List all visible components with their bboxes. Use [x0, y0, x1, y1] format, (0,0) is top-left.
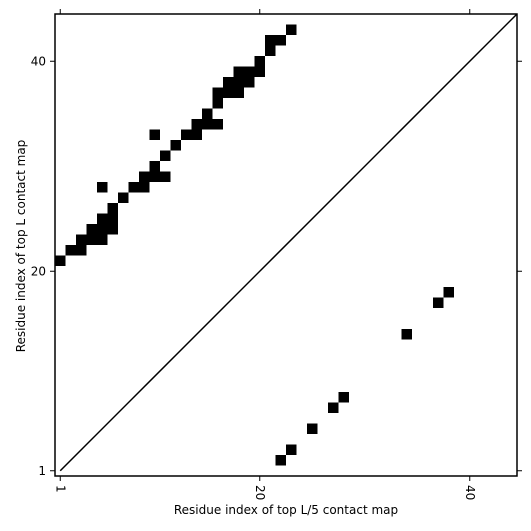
contact-point [286, 24, 297, 35]
contact-point [149, 161, 160, 172]
contact-point [223, 87, 234, 98]
contact-point [212, 98, 223, 109]
contact-point [338, 392, 349, 403]
y-tick-label: 40 [31, 54, 46, 68]
contact-point [307, 423, 318, 434]
contact-point [76, 234, 87, 245]
contact-point [65, 245, 76, 256]
contact-point [254, 66, 265, 77]
contact-point [76, 245, 87, 256]
contact-point [139, 171, 150, 182]
contact-point [107, 213, 118, 224]
contact-point [265, 45, 276, 56]
contact-point [443, 287, 454, 298]
contact-point [181, 129, 192, 140]
contact-point [97, 213, 108, 224]
diagonal-line [59, 13, 518, 472]
contact-point [170, 140, 181, 151]
contact-point [433, 297, 444, 308]
contact-point [149, 171, 160, 182]
plot-frame [54, 13, 518, 477]
contact-point [254, 56, 265, 67]
contact-point [118, 192, 129, 203]
contact-point [244, 66, 255, 77]
contact-point [160, 150, 171, 161]
x-tick-label: 1 [53, 485, 67, 493]
contact-point [275, 35, 286, 46]
contact-point [86, 234, 97, 245]
contact-point [86, 224, 97, 235]
y-tick-label: 1 [38, 464, 46, 478]
contact-point [202, 108, 213, 119]
x-tick-label: 20 [253, 485, 267, 500]
contact-point [223, 77, 234, 88]
contact-point [128, 182, 139, 193]
y-axis-label: Residue index of top L contact map [14, 140, 28, 353]
contact-point [191, 119, 202, 130]
x-tick-label: 40 [463, 485, 477, 500]
contact-point [275, 455, 286, 466]
contact-point [149, 129, 160, 140]
contact-point [107, 203, 118, 214]
contact-point [286, 444, 297, 455]
contact-point [212, 119, 223, 130]
contact-point [233, 87, 244, 98]
contact-point [191, 129, 202, 140]
contact-point [233, 77, 244, 88]
contact-point [202, 119, 213, 130]
y-tick-label: 20 [31, 264, 46, 278]
x-axis-label: Residue index of top L/5 contact map [174, 503, 398, 517]
contact-point [328, 402, 339, 413]
contact-point [160, 171, 171, 182]
contact-point [265, 35, 276, 46]
contact-point [107, 224, 118, 235]
contact-point [97, 224, 108, 235]
contact-point [139, 182, 150, 193]
contact-point [97, 182, 108, 193]
contact-point [401, 329, 412, 340]
contact-point [233, 66, 244, 77]
contact-point [212, 87, 223, 98]
contact-point [244, 77, 255, 88]
contact-point [97, 234, 108, 245]
contact-point [55, 255, 66, 266]
